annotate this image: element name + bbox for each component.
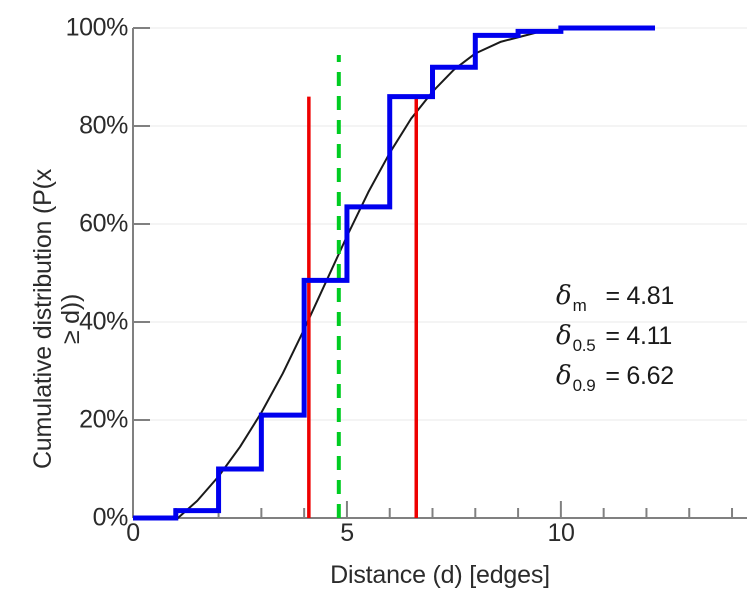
delta-symbol-icon: δ xyxy=(556,361,572,391)
delta-symbol-icon: δ xyxy=(556,321,572,351)
delta-05-subscript: 0.5 xyxy=(572,336,596,355)
fitted-curve xyxy=(176,31,537,519)
marker-lines-group xyxy=(307,54,419,518)
x-axis-title: Distance (d) [edges] xyxy=(330,561,550,589)
ecdf-step-path xyxy=(133,25,656,521)
annotation-delta-05: δ 0.5 = 4.11 xyxy=(556,321,740,361)
y-tick-label-0: 0% xyxy=(92,503,129,532)
x-tick-label-10: 10 xyxy=(547,519,575,547)
delta-m-subscript: m xyxy=(572,296,587,315)
y-tick-label-100: 100% xyxy=(65,13,129,42)
annotation-delta-09: δ 0.9 = 6.62 xyxy=(556,361,740,401)
y-tick-label-40: 40% xyxy=(79,307,128,336)
y-tick-label-20: 20% xyxy=(79,405,128,434)
ecdf-step-curve xyxy=(133,25,656,521)
delta-m-value: = 4.81 xyxy=(605,282,675,310)
x-tick-label-5: 5 xyxy=(340,519,354,547)
delta-05-value: = 4.11 xyxy=(605,322,672,350)
y-tick-label-60: 60% xyxy=(79,209,128,238)
axis-lines-group xyxy=(132,28,747,519)
delta-09-value: = 6.62 xyxy=(605,362,674,390)
y-tick-label-80: 80% xyxy=(79,111,128,140)
y-axis-tick-labels: 100% 80% 60% 40% 20% 0% xyxy=(20,0,129,600)
x-tick-label-0: 0 xyxy=(126,519,140,547)
delta-symbol-icon: δ xyxy=(556,281,572,311)
delta-09-subscript: 0.9 xyxy=(572,376,596,395)
tick-marks-group xyxy=(132,27,734,519)
fitted-curve-path xyxy=(176,31,537,519)
gridlines-group xyxy=(133,27,747,519)
